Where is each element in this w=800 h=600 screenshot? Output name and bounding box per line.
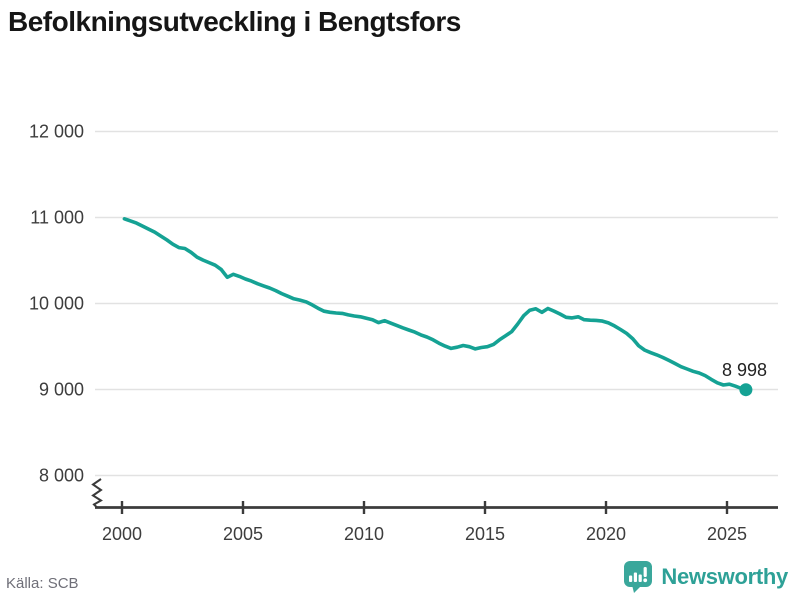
end-point-label: 8 998 — [722, 360, 767, 380]
y-axis-tick-label: 9 000 — [39, 380, 84, 400]
x-axis-tick-label: 2005 — [223, 524, 263, 544]
x-axis-tick-label: 2015 — [465, 524, 505, 544]
y-axis-tick-label: 8 000 — [39, 466, 84, 486]
x-axis-tick-label: 2025 — [707, 524, 747, 544]
y-axis-tick-label: 11 000 — [30, 208, 84, 228]
x-axis-tick-label: 2020 — [586, 524, 626, 544]
chart-title: Befolkningsutveckling i Bengtsfors — [8, 6, 461, 37]
newsworthy-logo-icon — [624, 561, 653, 593]
y-axis-tick-label: 12 000 — [29, 122, 84, 142]
source-note: Källa: SCB — [6, 575, 79, 592]
axis-break-zigzag — [91, 478, 103, 509]
brand-name: Newsworthy — [661, 564, 788, 589]
end-point-dot — [739, 383, 753, 397]
y-axis-tick-label: 10 000 — [29, 294, 84, 314]
newsworthy-logo: Newsworthy — [623, 560, 788, 594]
x-axis-tick-label: 2010 — [344, 524, 384, 544]
population-line — [122, 217, 748, 392]
x-axis-tick-label: 2000 — [102, 524, 142, 544]
